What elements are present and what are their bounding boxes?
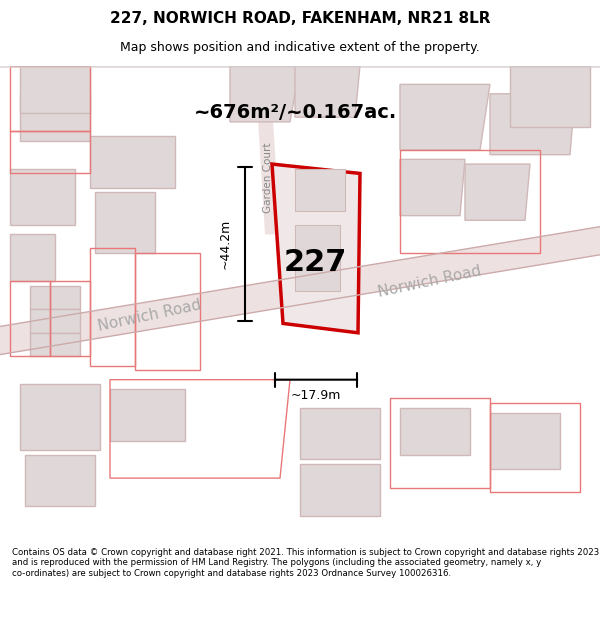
Text: Norwich Road: Norwich Road <box>97 298 203 334</box>
Polygon shape <box>110 389 185 441</box>
Polygon shape <box>465 164 530 220</box>
Polygon shape <box>10 169 75 225</box>
Polygon shape <box>295 169 345 211</box>
Polygon shape <box>25 455 95 506</box>
Polygon shape <box>90 136 175 188</box>
Polygon shape <box>490 94 575 154</box>
Polygon shape <box>272 164 360 332</box>
Polygon shape <box>20 94 90 141</box>
Text: Map shows position and indicative extent of the property.: Map shows position and indicative extent… <box>120 41 480 54</box>
Polygon shape <box>400 84 490 150</box>
Text: Garden Court: Garden Court <box>263 143 273 213</box>
Polygon shape <box>10 234 55 281</box>
Polygon shape <box>30 286 80 309</box>
Polygon shape <box>20 66 90 112</box>
Polygon shape <box>490 412 560 469</box>
Polygon shape <box>255 70 280 234</box>
Polygon shape <box>295 66 360 118</box>
Polygon shape <box>230 66 300 122</box>
Text: ~44.2m: ~44.2m <box>218 219 232 269</box>
Text: ~17.9m: ~17.9m <box>291 389 341 402</box>
Text: Norwich Road: Norwich Road <box>377 263 483 299</box>
Polygon shape <box>510 66 590 126</box>
Polygon shape <box>295 225 340 291</box>
Polygon shape <box>20 384 100 450</box>
Polygon shape <box>400 408 470 455</box>
Text: Contains OS data © Crown copyright and database right 2021. This information is : Contains OS data © Crown copyright and d… <box>12 548 599 578</box>
Text: 227: 227 <box>283 248 347 277</box>
Polygon shape <box>30 332 80 356</box>
Polygon shape <box>30 309 80 332</box>
Polygon shape <box>300 464 380 516</box>
Polygon shape <box>95 192 155 253</box>
Text: 227, NORWICH ROAD, FAKENHAM, NR21 8LR: 227, NORWICH ROAD, FAKENHAM, NR21 8LR <box>110 11 490 26</box>
Polygon shape <box>0 225 600 356</box>
Polygon shape <box>400 159 465 216</box>
Text: ~676m²/~0.167ac.: ~676m²/~0.167ac. <box>193 103 397 122</box>
Polygon shape <box>300 408 380 459</box>
